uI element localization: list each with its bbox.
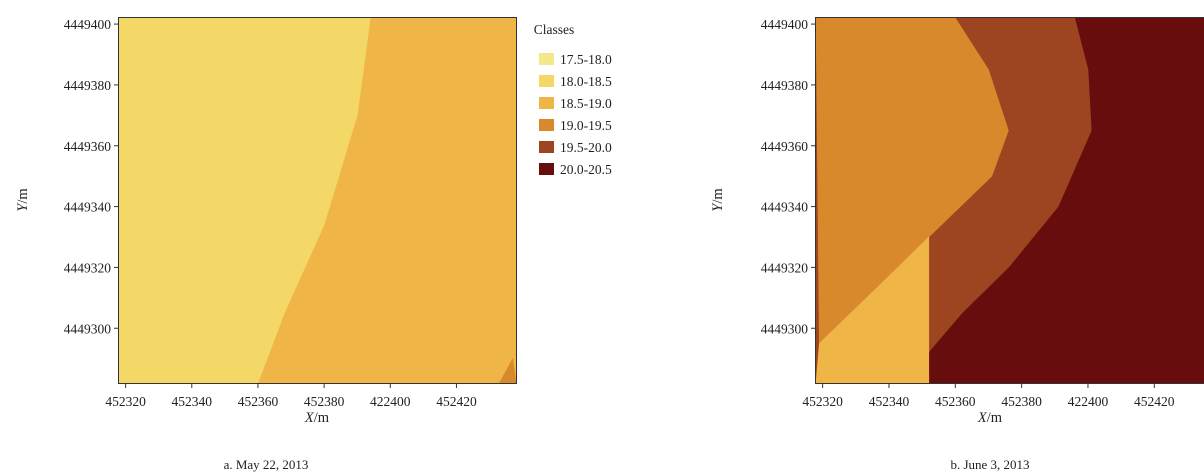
x-tick-label: 452320 <box>802 394 843 409</box>
x-tick-label: 452420 <box>1134 394 1175 409</box>
legend-label: 18.0-18.5 <box>560 74 612 89</box>
legend-title: Classes <box>534 22 575 37</box>
x-tick-label: 452420 <box>436 394 477 409</box>
legend-label: 18.5-19.0 <box>560 96 612 111</box>
plot-frame-a <box>118 17 517 384</box>
legend: Classes 17.5-18.0 18.0-18.5 18.5-19.0 19.0-… <box>534 22 612 177</box>
y-tick-label: 4449320 <box>64 260 112 275</box>
x-tick-label: 452360 <box>238 394 279 409</box>
contour-region <box>499 358 516 383</box>
x-tick-label: 422400 <box>370 394 411 409</box>
caption-b: b. June 3, 2013 <box>950 457 1029 472</box>
x-tick-label: 452320 <box>105 394 146 409</box>
legend-swatch <box>539 75 554 87</box>
axis-ticks-b: 452320 452340 452360 452380 422400 452420 4449… <box>761 17 1175 409</box>
x-tick-label: 422400 <box>1068 394 1109 409</box>
panel-b: 452320 452340 452360 452380 422400 452420 4449… <box>710 17 1204 472</box>
contour-region <box>816 236 930 383</box>
legend-swatch <box>539 119 554 131</box>
x-tick-label: 452340 <box>172 394 213 409</box>
legend-swatch <box>539 163 554 175</box>
axis-ticks-a: 452320 452340 452360 452380 422400 452420 4449… <box>64 17 477 409</box>
panel-a: 452320 452340 452360 452380 422400 452420 4449… <box>15 17 517 472</box>
contour-map-b <box>816 18 1204 383</box>
y-tick-label: 4449300 <box>761 321 809 336</box>
x-axis-title-a: X/m <box>304 410 330 426</box>
x-tick-label: 452360 <box>935 394 976 409</box>
x-tick-label: 452340 <box>869 394 910 409</box>
y-tick-label: 4449380 <box>761 78 809 93</box>
y-tick-label: 4449340 <box>761 200 809 215</box>
y-tick-label: 4449340 <box>64 200 112 215</box>
y-tick-label: 4449300 <box>64 321 112 336</box>
contour-map-a <box>119 18 516 383</box>
y-tick-label: 4449400 <box>761 17 809 32</box>
caption-a: a. May 22, 2013 <box>224 457 309 472</box>
y-tick-label: 4449320 <box>761 260 809 275</box>
legend-label: 19.5-20.0 <box>560 140 612 155</box>
y-tick-label: 4449380 <box>64 78 112 93</box>
y-tick-label: 4449360 <box>761 139 809 154</box>
legend-label: 20.0-20.5 <box>560 162 612 177</box>
y-axis-title-a: Y/m <box>15 188 31 212</box>
x-axis-title-b: X/m <box>977 410 1003 426</box>
legend-label: 19.0-19.5 <box>560 118 612 133</box>
y-axis-title-b: Y/m <box>710 188 726 212</box>
y-tick-label: 4449360 <box>64 139 112 154</box>
x-tick-label: 452380 <box>304 394 345 409</box>
legend-swatch <box>539 141 554 153</box>
contour-region <box>119 18 371 383</box>
plot-frame-b <box>815 17 1204 384</box>
y-tick-label: 4449400 <box>64 17 112 32</box>
legend-swatch <box>539 97 554 109</box>
legend-swatch <box>539 53 554 65</box>
x-tick-label: 452380 <box>1001 394 1042 409</box>
legend-label: 17.5-18.0 <box>560 52 612 67</box>
